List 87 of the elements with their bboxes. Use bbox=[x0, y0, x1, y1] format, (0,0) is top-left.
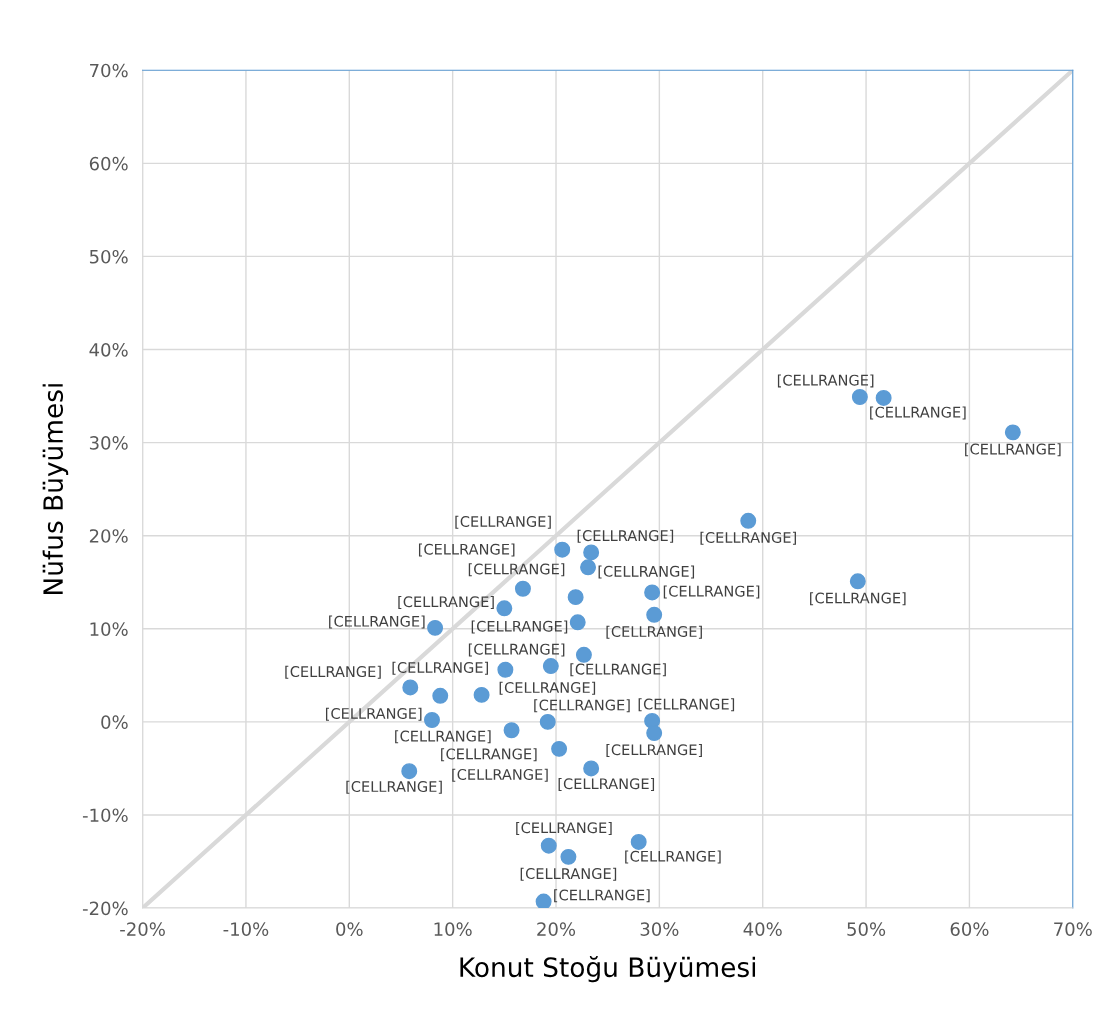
point bbox=[560, 848, 577, 865]
data-label: [CELLRANGE] bbox=[418, 543, 515, 557]
data-label: [CELLRANGE] bbox=[625, 850, 721, 864]
data-label: [CELLRANGE] bbox=[777, 374, 874, 388]
y-tick-label: -20% bbox=[82, 901, 128, 916]
point bbox=[583, 760, 600, 777]
data-label: [CELLRANGE] bbox=[700, 531, 796, 545]
point bbox=[551, 740, 568, 757]
data-label: [CELLRANGE] bbox=[441, 748, 537, 762]
data-label: [CELLRANGE] bbox=[285, 665, 381, 679]
point bbox=[583, 544, 600, 561]
point bbox=[740, 512, 757, 529]
x-tick-label: 60% bbox=[950, 922, 989, 936]
point bbox=[875, 389, 892, 406]
data-label: [CELLRANGE] bbox=[810, 592, 906, 606]
point bbox=[849, 573, 866, 590]
y-tick-label: 10% bbox=[90, 622, 128, 636]
data-label: [CELLRANGE] bbox=[534, 699, 630, 713]
data-label: [CELLRANGE] bbox=[598, 565, 695, 579]
data-label: [CELLRANGE] bbox=[965, 443, 1061, 457]
x-tick-label: 40% bbox=[743, 922, 782, 936]
data-label: [CELLRANGE] bbox=[468, 563, 565, 577]
data-label: [CELLRANGE] bbox=[398, 595, 494, 609]
point bbox=[630, 833, 647, 850]
point bbox=[497, 661, 514, 678]
y-tick-label: 70% bbox=[90, 63, 128, 78]
data-label: [CELLRANGE] bbox=[392, 661, 488, 675]
point bbox=[554, 541, 571, 558]
point bbox=[424, 712, 440, 728]
data-label: [CELLRANGE] bbox=[346, 780, 442, 794]
point bbox=[1004, 424, 1021, 441]
x-tick-label: 20% bbox=[537, 922, 576, 936]
data-label: [CELLRANGE] bbox=[499, 681, 596, 695]
x-tick-label: 10% bbox=[434, 922, 472, 936]
data-label: [CELLRANGE] bbox=[520, 867, 617, 881]
y-tick-label: 40% bbox=[89, 342, 128, 357]
y-tick-label: 50% bbox=[89, 249, 128, 264]
point bbox=[539, 713, 556, 730]
data-label: [CELLRANGE] bbox=[455, 515, 551, 529]
y-tick-label: 30% bbox=[89, 436, 128, 450]
data-label: [CELLRANGE] bbox=[329, 615, 425, 629]
x-tick-label: 50% bbox=[847, 922, 886, 936]
x-tick-label: 0% bbox=[336, 922, 363, 936]
point bbox=[432, 687, 449, 704]
point bbox=[851, 389, 868, 405]
data-label: [CELLRANGE] bbox=[558, 777, 655, 791]
x-tick-label: 30% bbox=[640, 922, 679, 936]
data-label: [CELLRANGE] bbox=[468, 643, 565, 657]
point bbox=[401, 763, 418, 780]
x-axis-title: Konut Stoğu Büyümesi bbox=[460, 956, 756, 983]
point bbox=[496, 600, 513, 617]
data-label: [CELLRANGE] bbox=[516, 822, 612, 835]
point bbox=[569, 614, 586, 631]
x-tick-label: 70% bbox=[1054, 922, 1092, 936]
point bbox=[644, 584, 661, 601]
y-tick-label: -10% bbox=[82, 808, 128, 823]
point bbox=[646, 606, 663, 623]
y-tick-label: 0% bbox=[101, 715, 128, 729]
y-tick-label: 20% bbox=[89, 529, 128, 543]
point bbox=[646, 725, 663, 742]
point bbox=[580, 559, 597, 576]
point bbox=[540, 837, 557, 854]
point bbox=[567, 589, 584, 606]
point bbox=[473, 686, 490, 703]
data-label: [CELLRANGE] bbox=[395, 730, 491, 744]
data-label: [CELLRANGE] bbox=[554, 889, 650, 903]
x-tick-label: -10% bbox=[223, 922, 269, 936]
point bbox=[535, 893, 552, 909]
y-tick-label: 60% bbox=[89, 156, 128, 171]
data-label: [CELLRANGE] bbox=[638, 698, 735, 712]
data-label: [CELLRANGE] bbox=[606, 625, 702, 639]
point bbox=[402, 679, 419, 696]
data-label: [CELLRANGE] bbox=[452, 768, 548, 782]
data-label: [CELLRANGE] bbox=[606, 743, 702, 757]
data-label: [CELLRANGE] bbox=[663, 585, 760, 599]
data-label: [CELLRANGE] bbox=[870, 406, 966, 420]
data-label: [CELLRANGE] bbox=[570, 663, 666, 677]
point bbox=[427, 619, 444, 636]
point bbox=[575, 646, 592, 663]
point bbox=[503, 722, 520, 739]
data-label: [CELLRANGE] bbox=[577, 529, 674, 543]
point bbox=[514, 580, 531, 597]
point bbox=[542, 658, 559, 674]
data-label: [CELLRANGE] bbox=[325, 707, 422, 721]
y-axis-title: Nüfus Büyümesi bbox=[42, 384, 69, 594]
x-tick-label: -20% bbox=[120, 922, 165, 936]
data-label: [CELLRANGE] bbox=[471, 620, 568, 634]
